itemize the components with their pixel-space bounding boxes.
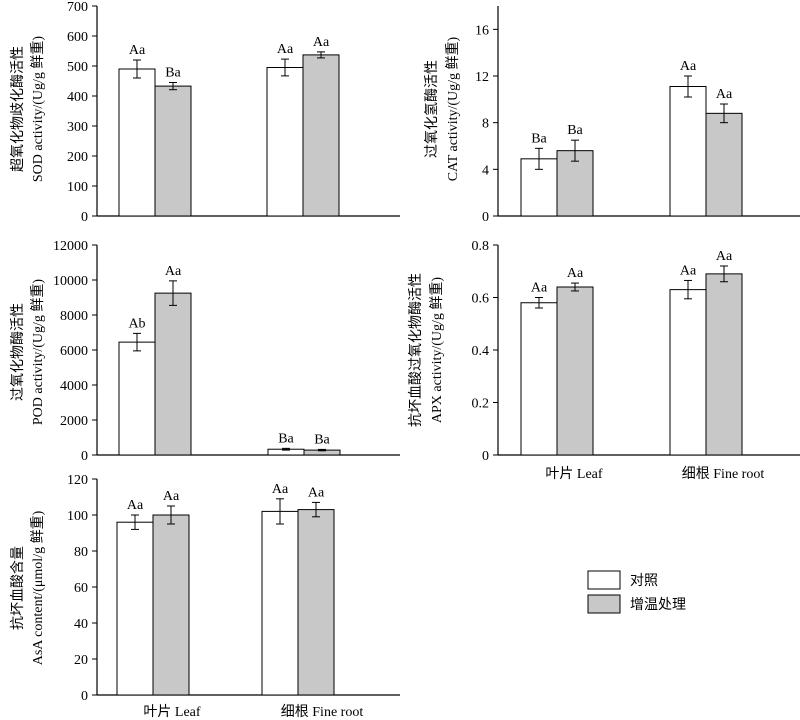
significance-label: Aa xyxy=(165,264,182,279)
cat-chart-panel: 0 4 8 12 16 过氧化氢酶活性 CAT activity/(Ug/g 鲜重) Ba Ba… xyxy=(424,6,800,225)
asa-chart-panel: 0 20 40 60 80 100 120 抗坏血酸含量 AsA content/(μmol/g… xyxy=(10,473,400,704)
bar-control xyxy=(118,341,156,456)
significance-label: Aa xyxy=(127,498,144,513)
y-tick-label: 0.4 xyxy=(472,344,490,359)
y-tick-label: 500 xyxy=(67,60,88,75)
bar-warming xyxy=(705,112,743,217)
significance-label: Aa xyxy=(716,249,733,264)
significance-label: Aa xyxy=(716,87,733,102)
y-tick-label: 10000 xyxy=(53,274,88,289)
bar-warming xyxy=(302,54,340,217)
x-category-label-leaf: 叶片 Leaf xyxy=(143,704,200,720)
bar-warming xyxy=(556,286,594,456)
legend-swatch-control xyxy=(587,570,621,590)
y-axis-title: 过氧化物酶活性 xyxy=(10,303,26,401)
y-tick-label: 100 xyxy=(67,180,88,195)
y-tick-label: 16 xyxy=(475,23,489,38)
x-category-label-fine-root: 细根 Fine root xyxy=(281,704,364,720)
significance-label: Ba xyxy=(165,66,181,81)
y-tick-label: 400 xyxy=(67,90,88,105)
significance-label: Aa xyxy=(680,59,697,74)
x-category-label-leaf: 叶片 Leaf xyxy=(545,466,602,482)
significance-label: Ab xyxy=(128,316,145,331)
bar-control xyxy=(520,302,558,456)
y-tick-label: 120 xyxy=(67,473,88,488)
bar-warming xyxy=(152,514,190,696)
bar-warming xyxy=(705,273,743,456)
significance-label: Ba xyxy=(314,432,330,447)
y-tick-label: 0.2 xyxy=(472,397,490,412)
bar-warming xyxy=(154,85,192,217)
bar-control xyxy=(669,86,707,217)
y-tick-label: 200 xyxy=(67,150,88,165)
y-axis-title: CAT activity/(Ug/g 鲜重) xyxy=(445,36,461,181)
bar-control xyxy=(261,510,299,696)
x-category-labels-left: 叶片 Leaf 细根 Fine root xyxy=(143,704,363,720)
significance-label: Aa xyxy=(531,281,548,296)
significance-label: Aa xyxy=(567,266,584,281)
bar-control xyxy=(116,521,154,696)
y-tick-label: 40 xyxy=(74,617,88,632)
significance-label: Aa xyxy=(680,263,697,278)
y-tick-label: 0.6 xyxy=(472,292,490,307)
y-tick-label: 8 xyxy=(482,117,489,132)
significance-label: Ba xyxy=(278,431,294,446)
y-tick-label: 0 xyxy=(482,210,489,225)
y-tick-label: 80 xyxy=(74,545,88,560)
y-tick-label: 0 xyxy=(81,210,88,225)
y-tick-label: 0 xyxy=(482,449,489,464)
legend-swatch-warming xyxy=(587,594,621,614)
y-tick-label: 2000 xyxy=(60,414,88,429)
y-tick-label: 700 xyxy=(67,0,88,15)
y-axis-title: 过氧化氢酶活性 xyxy=(424,60,440,158)
sod-chart-panel: 0 100 200 300 400 500 600 700 超氧化物歧化酶活性 SOD activ… xyxy=(10,0,400,225)
significance-label: Aa xyxy=(308,485,325,500)
y-axis-title: 超氧化物歧化酶活性 xyxy=(10,46,26,172)
significance-label: Aa xyxy=(163,489,180,504)
y-tick-label: 100 xyxy=(67,509,88,524)
y-tick-label: 0 xyxy=(81,689,88,704)
bar-warming xyxy=(154,292,192,456)
significance-label: Ba xyxy=(567,123,583,138)
apx-chart-panel: 0 0.2 0.4 0.6 0.8 抗坏血酸过氧化物酶活性 APX activity/(Ug… xyxy=(408,239,800,464)
y-axis-title: AsA content/(μmol/g 鲜重) xyxy=(30,510,46,665)
x-category-labels-right: 叶片 Leaf 细根 Fine root xyxy=(545,466,764,482)
y-tick-label: 4000 xyxy=(60,379,88,394)
x-category-label-fine-root: 细根 Fine root xyxy=(682,466,765,482)
y-axis-title: 抗坏血酸含量 xyxy=(10,546,26,630)
y-tick-label: 4 xyxy=(482,163,489,178)
significance-label: Aa xyxy=(129,43,146,58)
y-axis-title: SOD activity/(Ug/g 鲜重) xyxy=(30,36,46,183)
y-tick-label: 12 xyxy=(475,70,489,85)
legend: 对照 增温处理 xyxy=(587,570,686,614)
legend-label-control: 对照 xyxy=(630,573,658,589)
significance-label: Ba xyxy=(531,131,547,146)
legend-label-warming: 增温处理 xyxy=(630,597,686,613)
y-tick-label: 0 xyxy=(81,449,88,464)
y-tick-label: 20 xyxy=(74,653,88,668)
y-tick-label: 8000 xyxy=(60,309,88,324)
y-tick-label: 60 xyxy=(74,581,88,596)
y-axis-title: POD activity/(Ug/g 鲜重) xyxy=(30,279,46,426)
y-tick-label: 300 xyxy=(67,120,88,135)
bar-control xyxy=(266,67,304,217)
pod-chart-panel: 0 2000 4000 6000 8000 10000 12000 过氧化物酶活性 POD ac… xyxy=(10,239,400,464)
y-tick-label: 600 xyxy=(67,30,88,45)
bar-control xyxy=(118,68,156,217)
y-tick-label: 12000 xyxy=(53,239,88,254)
significance-label: Aa xyxy=(313,35,330,50)
bar-warming xyxy=(297,509,335,696)
bar-control xyxy=(669,289,707,456)
y-tick-label: 0.8 xyxy=(472,239,490,254)
significance-label: Aa xyxy=(277,42,294,57)
significance-label: Aa xyxy=(272,482,289,497)
y-axis-title: 抗坏血酸过氧化物酶活性 xyxy=(408,273,424,427)
y-axis-title: APX activity/(Ug/g 鲜重) xyxy=(429,277,445,424)
y-tick-label: 6000 xyxy=(60,344,88,359)
